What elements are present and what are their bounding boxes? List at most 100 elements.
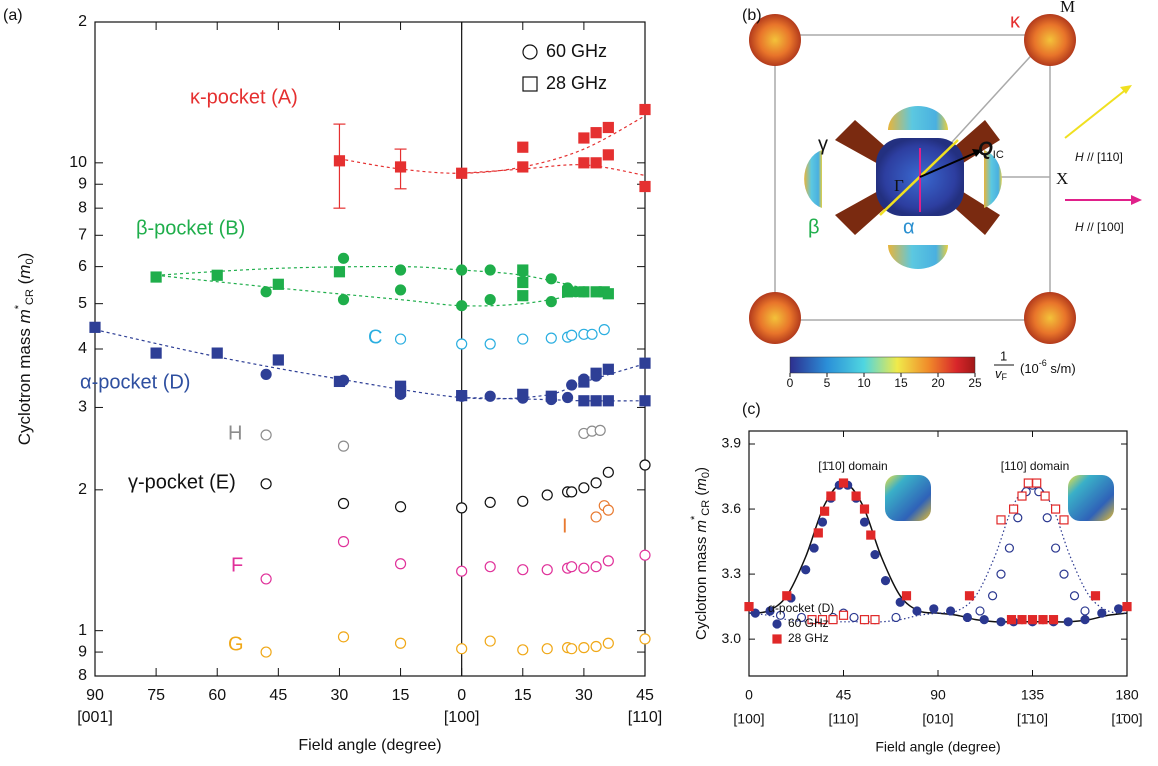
- marker-square: [578, 395, 590, 407]
- marker-square: [828, 615, 838, 625]
- annotation: [1̄10] domain: [818, 459, 887, 473]
- marker-circle: [566, 329, 578, 341]
- annotation: γ-pocket (E): [128, 471, 236, 493]
- marker-circle: [590, 370, 602, 382]
- marker-circle: [796, 612, 807, 623]
- legend-label: 28 GHz: [546, 73, 607, 93]
- panel-label: (a): [3, 7, 23, 24]
- colorbar-tick-label: 15: [894, 376, 908, 390]
- x-tick-label: 135: [1021, 687, 1045, 703]
- marker-square: [1048, 615, 1059, 625]
- marker-circle: [456, 338, 468, 350]
- marker-circle: [337, 497, 350, 510]
- marker-circle: [337, 252, 350, 264]
- marker-circle: [456, 390, 468, 402]
- label: M: [1060, 0, 1075, 16]
- marker-square: [333, 266, 346, 278]
- marker-square: [602, 395, 614, 407]
- direction-label: [100]: [444, 709, 480, 726]
- marker-circle: [337, 631, 350, 643]
- x-tick-label: 90: [86, 687, 104, 704]
- fit-line: [156, 274, 609, 307]
- marker-square: [272, 354, 284, 366]
- marker-circle: [517, 266, 529, 278]
- marker-circle: [484, 561, 496, 573]
- marker-square: [517, 141, 529, 153]
- marker-square: [602, 363, 614, 375]
- y-axis-label: (: [15, 278, 34, 289]
- label: F: [1002, 372, 1008, 382]
- label: X: [1056, 169, 1068, 188]
- annotation: κ-pocket (A): [190, 86, 298, 108]
- marker-square: [1122, 602, 1132, 612]
- y-tick-label: 8: [78, 199, 87, 216]
- y-axis-label: 0: [24, 258, 36, 264]
- y-axis-label: Cyclotron mass: [693, 532, 710, 640]
- marker-square: [639, 395, 651, 407]
- x-tick-label: 15: [392, 687, 410, 704]
- colorbar-label: 1 vF (10-6 s/m): [994, 348, 1076, 382]
- marker-circle: [1080, 606, 1090, 616]
- colorbar-tick-label: 25: [968, 376, 982, 390]
- marker-square: [964, 591, 975, 601]
- marker-circle: [602, 466, 614, 478]
- legend-label: 28 GHz: [788, 631, 829, 645]
- y-axis-label: 0: [700, 472, 712, 478]
- legend-marker: [772, 634, 782, 644]
- marker-circle: [1004, 543, 1015, 553]
- marker-circle: [260, 368, 272, 380]
- y-tick-label: 9: [78, 643, 87, 660]
- marker-square: [1006, 615, 1017, 625]
- marker-circle: [1097, 608, 1107, 618]
- plot-frame: [94, 21, 646, 677]
- y-axis-label: ): [693, 467, 710, 472]
- marker-circle: [337, 374, 350, 386]
- marker-circle: [891, 612, 901, 623]
- marker-circle: [849, 612, 859, 623]
- marker-circle: [962, 612, 973, 623]
- marker-circle: [566, 379, 578, 391]
- y-tick-label: 7: [78, 227, 87, 244]
- marker-circle: [566, 643, 578, 655]
- marker-circle: [594, 424, 606, 436]
- y-axis-label: *: [13, 304, 25, 309]
- fit-line: [339, 115, 646, 174]
- marker-circle: [945, 606, 956, 616]
- x-axis-label: Field angle (degree): [298, 737, 441, 754]
- y-axis-label: CR: [24, 289, 36, 305]
- y-tick-label: 2: [78, 13, 87, 30]
- marker-circle: [586, 328, 598, 340]
- marker-circle: [996, 569, 1006, 579]
- marker-circle: [859, 517, 870, 527]
- marker-square: [859, 504, 870, 514]
- marker-square: [578, 157, 590, 169]
- marker-square: [211, 269, 223, 281]
- marker-square: [456, 167, 468, 179]
- marker-circle: [260, 478, 272, 490]
- y-axis-label: m: [15, 265, 34, 279]
- x-tick-label: 60: [208, 687, 226, 704]
- marker-circle: [484, 496, 496, 509]
- marker-square: [272, 278, 284, 290]
- marker-circle: [484, 264, 496, 276]
- label: 1: [1000, 348, 1007, 363]
- marker-circle: [578, 642, 590, 654]
- x-tick-label: 75: [147, 687, 165, 704]
- fit-line: [461, 164, 646, 176]
- x-tick-label: 30: [575, 687, 593, 704]
- label: γ: [818, 133, 828, 155]
- y-axis-label: *: [689, 515, 701, 520]
- marker-circle: [590, 477, 602, 489]
- marker-circle: [517, 392, 529, 404]
- marker-circle: [337, 294, 350, 306]
- direction-label: [010]: [922, 711, 953, 727]
- marker-circle: [541, 643, 553, 655]
- marker-circle: [639, 633, 651, 645]
- label: // [100]: [1084, 220, 1124, 234]
- marker-circle: [394, 501, 407, 513]
- marker-circle: [1063, 617, 1073, 627]
- y-tick-label: 4: [78, 340, 87, 357]
- panel-label: (b): [742, 7, 762, 24]
- marker-circle: [260, 646, 272, 658]
- marker-square: [602, 149, 614, 161]
